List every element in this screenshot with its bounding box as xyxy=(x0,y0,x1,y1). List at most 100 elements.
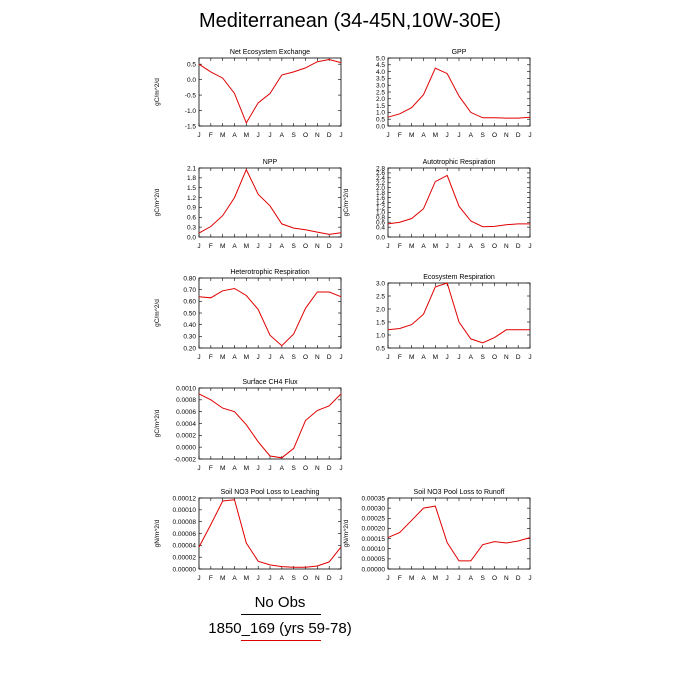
y-tick-label: 0.4 xyxy=(376,224,385,231)
x-tick-label: N xyxy=(504,132,509,139)
y-tick-label: 0.9 xyxy=(187,205,196,212)
x-tick-label: M xyxy=(244,243,249,250)
x-tick-label: O xyxy=(303,243,308,250)
y-tick-label: 2.5 xyxy=(376,89,385,96)
y-tick-label: 0.00005 xyxy=(362,556,386,563)
x-tick-label: D xyxy=(327,354,332,361)
x-tick-label: N xyxy=(504,354,509,361)
x-tick-label: J xyxy=(197,354,200,361)
x-tick-label: M xyxy=(433,354,438,361)
x-tick-label: N xyxy=(504,575,509,582)
x-tick-label: S xyxy=(291,465,296,472)
x-tick-label: S xyxy=(480,354,485,361)
y-tick-label: 3.5 xyxy=(376,76,385,83)
x-tick-label: J xyxy=(197,465,200,472)
y-tick-label: 0.20 xyxy=(183,345,196,352)
x-tick-label: J xyxy=(257,354,260,361)
chart-title: Net Ecosystem Exchange xyxy=(230,49,310,56)
x-tick-label: J xyxy=(528,243,531,250)
x-tick-label: J xyxy=(257,465,260,472)
y-tick-label: 5.0 xyxy=(376,55,385,62)
x-tick-label: N xyxy=(315,575,320,582)
chart-title: Surface CH4 Flux xyxy=(242,379,298,386)
chart-title: Heterotrophic Respiration xyxy=(230,269,309,276)
y-tick-label: 2.1 xyxy=(187,165,196,172)
x-tick-label: J xyxy=(386,243,389,250)
x-tick-label: N xyxy=(315,354,320,361)
x-tick-label: J xyxy=(457,243,460,250)
series-line xyxy=(198,499,342,568)
y-tick-label: 0.00020 xyxy=(362,526,386,533)
y-tick-label: 1.8 xyxy=(187,175,196,182)
x-tick-label: A xyxy=(232,465,237,472)
x-tick-label: A xyxy=(232,575,237,582)
x-tick-label: A xyxy=(421,243,426,250)
x-tick-label: N xyxy=(315,465,320,472)
x-tick-label: A xyxy=(469,354,474,361)
x-tick-label: J xyxy=(197,132,200,139)
x-tick-label: M xyxy=(409,354,414,361)
x-tick-label: O xyxy=(492,575,497,582)
y-tick-label: 0.00000 xyxy=(173,566,197,573)
legend-obs-line xyxy=(241,614,321,615)
x-tick-label: M xyxy=(220,354,225,361)
y-tick-label: -0.0002 xyxy=(174,456,196,463)
y-tick-label: 1.6 xyxy=(376,195,385,202)
chart-title: Soil NO3 Pool Loss to Runoff xyxy=(414,489,505,496)
x-tick-label: F xyxy=(209,575,213,582)
y-tick-label: 1.5 xyxy=(187,185,196,192)
y-tick-label: 4.5 xyxy=(376,62,385,69)
x-tick-label: M xyxy=(409,132,414,139)
y-tick-label: 0.00000 xyxy=(362,566,386,573)
y-axis-label: gN/m^2/d xyxy=(343,519,350,547)
y-tick-label: 2.8 xyxy=(376,165,385,172)
y-tick-label: 2.5 xyxy=(376,293,385,300)
x-tick-label: N xyxy=(315,243,320,250)
series-line xyxy=(198,393,342,459)
x-tick-label: S xyxy=(480,575,485,582)
x-tick-label: M xyxy=(433,243,438,250)
y-tick-label: 0.8 xyxy=(376,215,385,222)
x-tick-label: J xyxy=(257,243,260,250)
plot-frame xyxy=(387,282,531,349)
y-axis-label: gN/m^2/d xyxy=(154,519,161,547)
y-tick-label: 1.8 xyxy=(376,190,385,197)
series-line xyxy=(387,282,530,344)
x-tick-label: A xyxy=(421,575,426,582)
x-tick-label: S xyxy=(291,575,296,582)
legend-run-line xyxy=(241,640,321,641)
y-tick-label: 2.0 xyxy=(376,96,385,103)
x-tick-label: F xyxy=(209,132,213,139)
x-tick-label: J xyxy=(446,575,449,582)
y-tick-label: 0.0 xyxy=(376,123,385,130)
y-tick-label: 0.5 xyxy=(376,117,385,124)
x-tick-label: F xyxy=(398,575,402,582)
x-tick-label: A xyxy=(469,132,474,139)
plot-frame xyxy=(198,277,342,349)
x-tick-label: O xyxy=(303,132,308,139)
x-tick-label: D xyxy=(327,575,332,582)
x-tick-label: O xyxy=(303,575,308,582)
y-tick-label: -1.5 xyxy=(185,123,197,130)
y-tick-label: -1.0 xyxy=(185,108,197,115)
y-tick-label: 0.00025 xyxy=(362,516,386,523)
y-tick-label: 2.0 xyxy=(376,185,385,192)
x-tick-label: M xyxy=(220,465,225,472)
x-tick-label: M xyxy=(433,132,438,139)
y-tick-label: 1.4 xyxy=(376,200,385,207)
y-tick-label: 0.0004 xyxy=(176,421,196,428)
x-tick-label: J xyxy=(457,132,460,139)
x-tick-label: A xyxy=(280,575,285,582)
x-tick-label: J xyxy=(446,132,449,139)
x-tick-label: N xyxy=(315,132,320,139)
x-tick-label: J xyxy=(197,575,200,582)
chart-title: Autotrophic Respiration xyxy=(423,159,496,166)
x-tick-label: N xyxy=(504,243,509,250)
x-tick-label: D xyxy=(516,132,521,139)
x-tick-label: D xyxy=(327,132,332,139)
y-tick-label: 0.0000 xyxy=(176,444,196,451)
x-tick-label: O xyxy=(303,465,308,472)
x-tick-label: D xyxy=(516,575,521,582)
